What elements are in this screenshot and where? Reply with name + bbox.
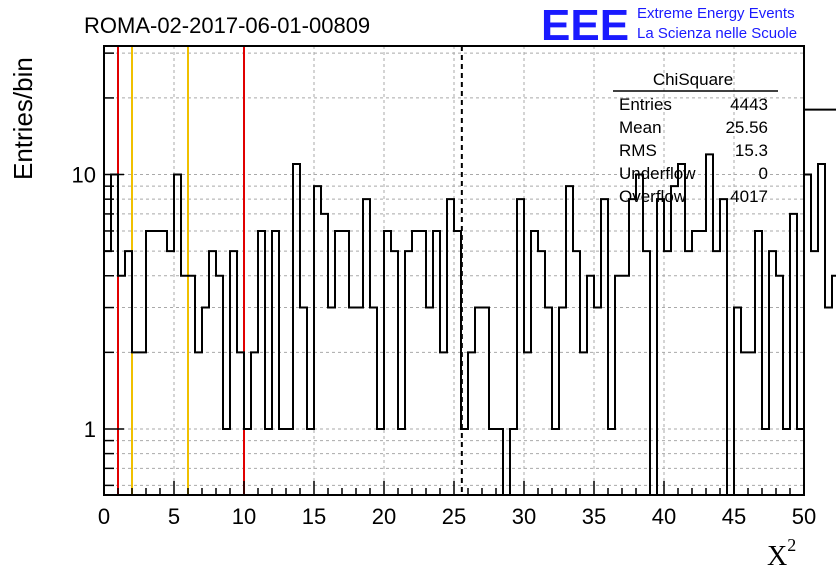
x-tick-label: 30 bbox=[512, 504, 536, 529]
logo-line-1: Extreme Energy Events bbox=[637, 5, 795, 22]
stats-value: 0 bbox=[759, 164, 768, 183]
stats-label: Entries bbox=[619, 95, 672, 114]
x-axis-label: X2 bbox=[767, 535, 796, 572]
histogram-series bbox=[104, 108, 836, 496]
x-tick-label: 10 bbox=[232, 504, 256, 529]
logo-letters: EEE bbox=[541, 1, 629, 50]
x-tick-label: 50 bbox=[792, 504, 816, 529]
x-tick-label: 35 bbox=[582, 504, 606, 529]
x-tick-label: 45 bbox=[722, 504, 746, 529]
x-axis-label-superscript: 2 bbox=[787, 535, 796, 555]
stats-value: 4443 bbox=[730, 95, 768, 114]
x-tick-label: 0 bbox=[98, 504, 110, 529]
x-axis: 0 5 10 15 20 25 30 35 40 45 50 bbox=[98, 481, 816, 529]
eee-logo: EEE Extreme Energy Events La Scienza nel… bbox=[541, 1, 797, 50]
x-tick-label: 25 bbox=[442, 504, 466, 529]
chart-title: ROMA-02-2017-06-01-00809 bbox=[84, 13, 370, 38]
stats-title: ChiSquare bbox=[653, 70, 733, 89]
stats-value: 4017 bbox=[730, 187, 768, 206]
x-tick-label: 40 bbox=[652, 504, 676, 529]
stats-label: RMS bbox=[619, 141, 657, 160]
y-tick-label: 10 bbox=[72, 163, 96, 188]
x-tick-label: 5 bbox=[168, 504, 180, 529]
y-axis-label: Entries/bin bbox=[8, 57, 38, 180]
stats-label: Mean bbox=[619, 118, 662, 137]
stats-box: ChiSquare Entries 4443 Mean 25.56 RMS 15.3 Und… bbox=[613, 70, 778, 206]
logo-line-2: La Scienza nelle Scuole bbox=[637, 25, 797, 42]
y-tick-label: 1 bbox=[84, 417, 96, 442]
stats-value: 25.56 bbox=[725, 118, 768, 137]
x-tick-label: 15 bbox=[302, 504, 326, 529]
stats-label: Underflow bbox=[619, 164, 696, 183]
reference-lines bbox=[117, 46, 463, 495]
stats-label: Overflow bbox=[619, 187, 687, 206]
y-axis: 1 10 bbox=[72, 52, 124, 487]
stats-value: 15.3 bbox=[735, 141, 768, 160]
x-tick-label: 20 bbox=[372, 504, 396, 529]
